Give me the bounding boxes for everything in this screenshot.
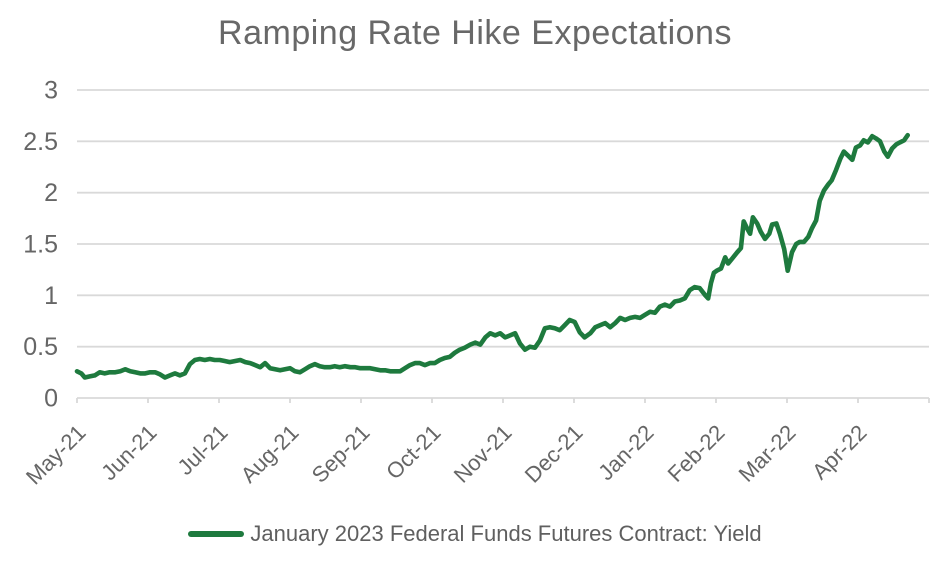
x-tick-label: May-21	[21, 420, 91, 490]
x-tick-label: Jul-21	[172, 420, 232, 480]
legend-line-swatch	[188, 531, 245, 537]
x-tick-label: Aug-21	[236, 420, 304, 488]
y-tick-label: 2.5	[23, 128, 58, 156]
y-tick-label: 3	[44, 77, 58, 105]
legend-label: January 2023 Federal Funds Futures Contr…	[250, 521, 762, 546]
y-tick-label: 1	[44, 282, 58, 310]
x-tick-label: Jun-21	[96, 420, 161, 485]
x-tick-label: Dec-21	[520, 420, 588, 488]
y-tick-label: 2	[44, 179, 58, 207]
x-tick-label: Feb-22	[663, 420, 730, 487]
x-tick-label: Sep-21	[307, 420, 375, 488]
chart-title: Ramping Rate Hike Expectations	[218, 14, 732, 52]
x-tick-label: Nov-21	[449, 420, 517, 488]
x-tick-label: Mar-22	[734, 420, 801, 487]
x-tick-label: Jan-22	[593, 420, 658, 485]
series-line-yield	[74, 132, 911, 380]
legend: January 2023 Federal Funds Futures Contr…	[0, 521, 950, 547]
x-tick-label: Apr-22	[807, 420, 871, 484]
x-tick-label: Oct-21	[381, 420, 445, 484]
y-tick-label: 0	[44, 385, 58, 413]
y-tick-label: 1.5	[23, 231, 58, 259]
y-tick-label: 0.5	[23, 333, 58, 361]
